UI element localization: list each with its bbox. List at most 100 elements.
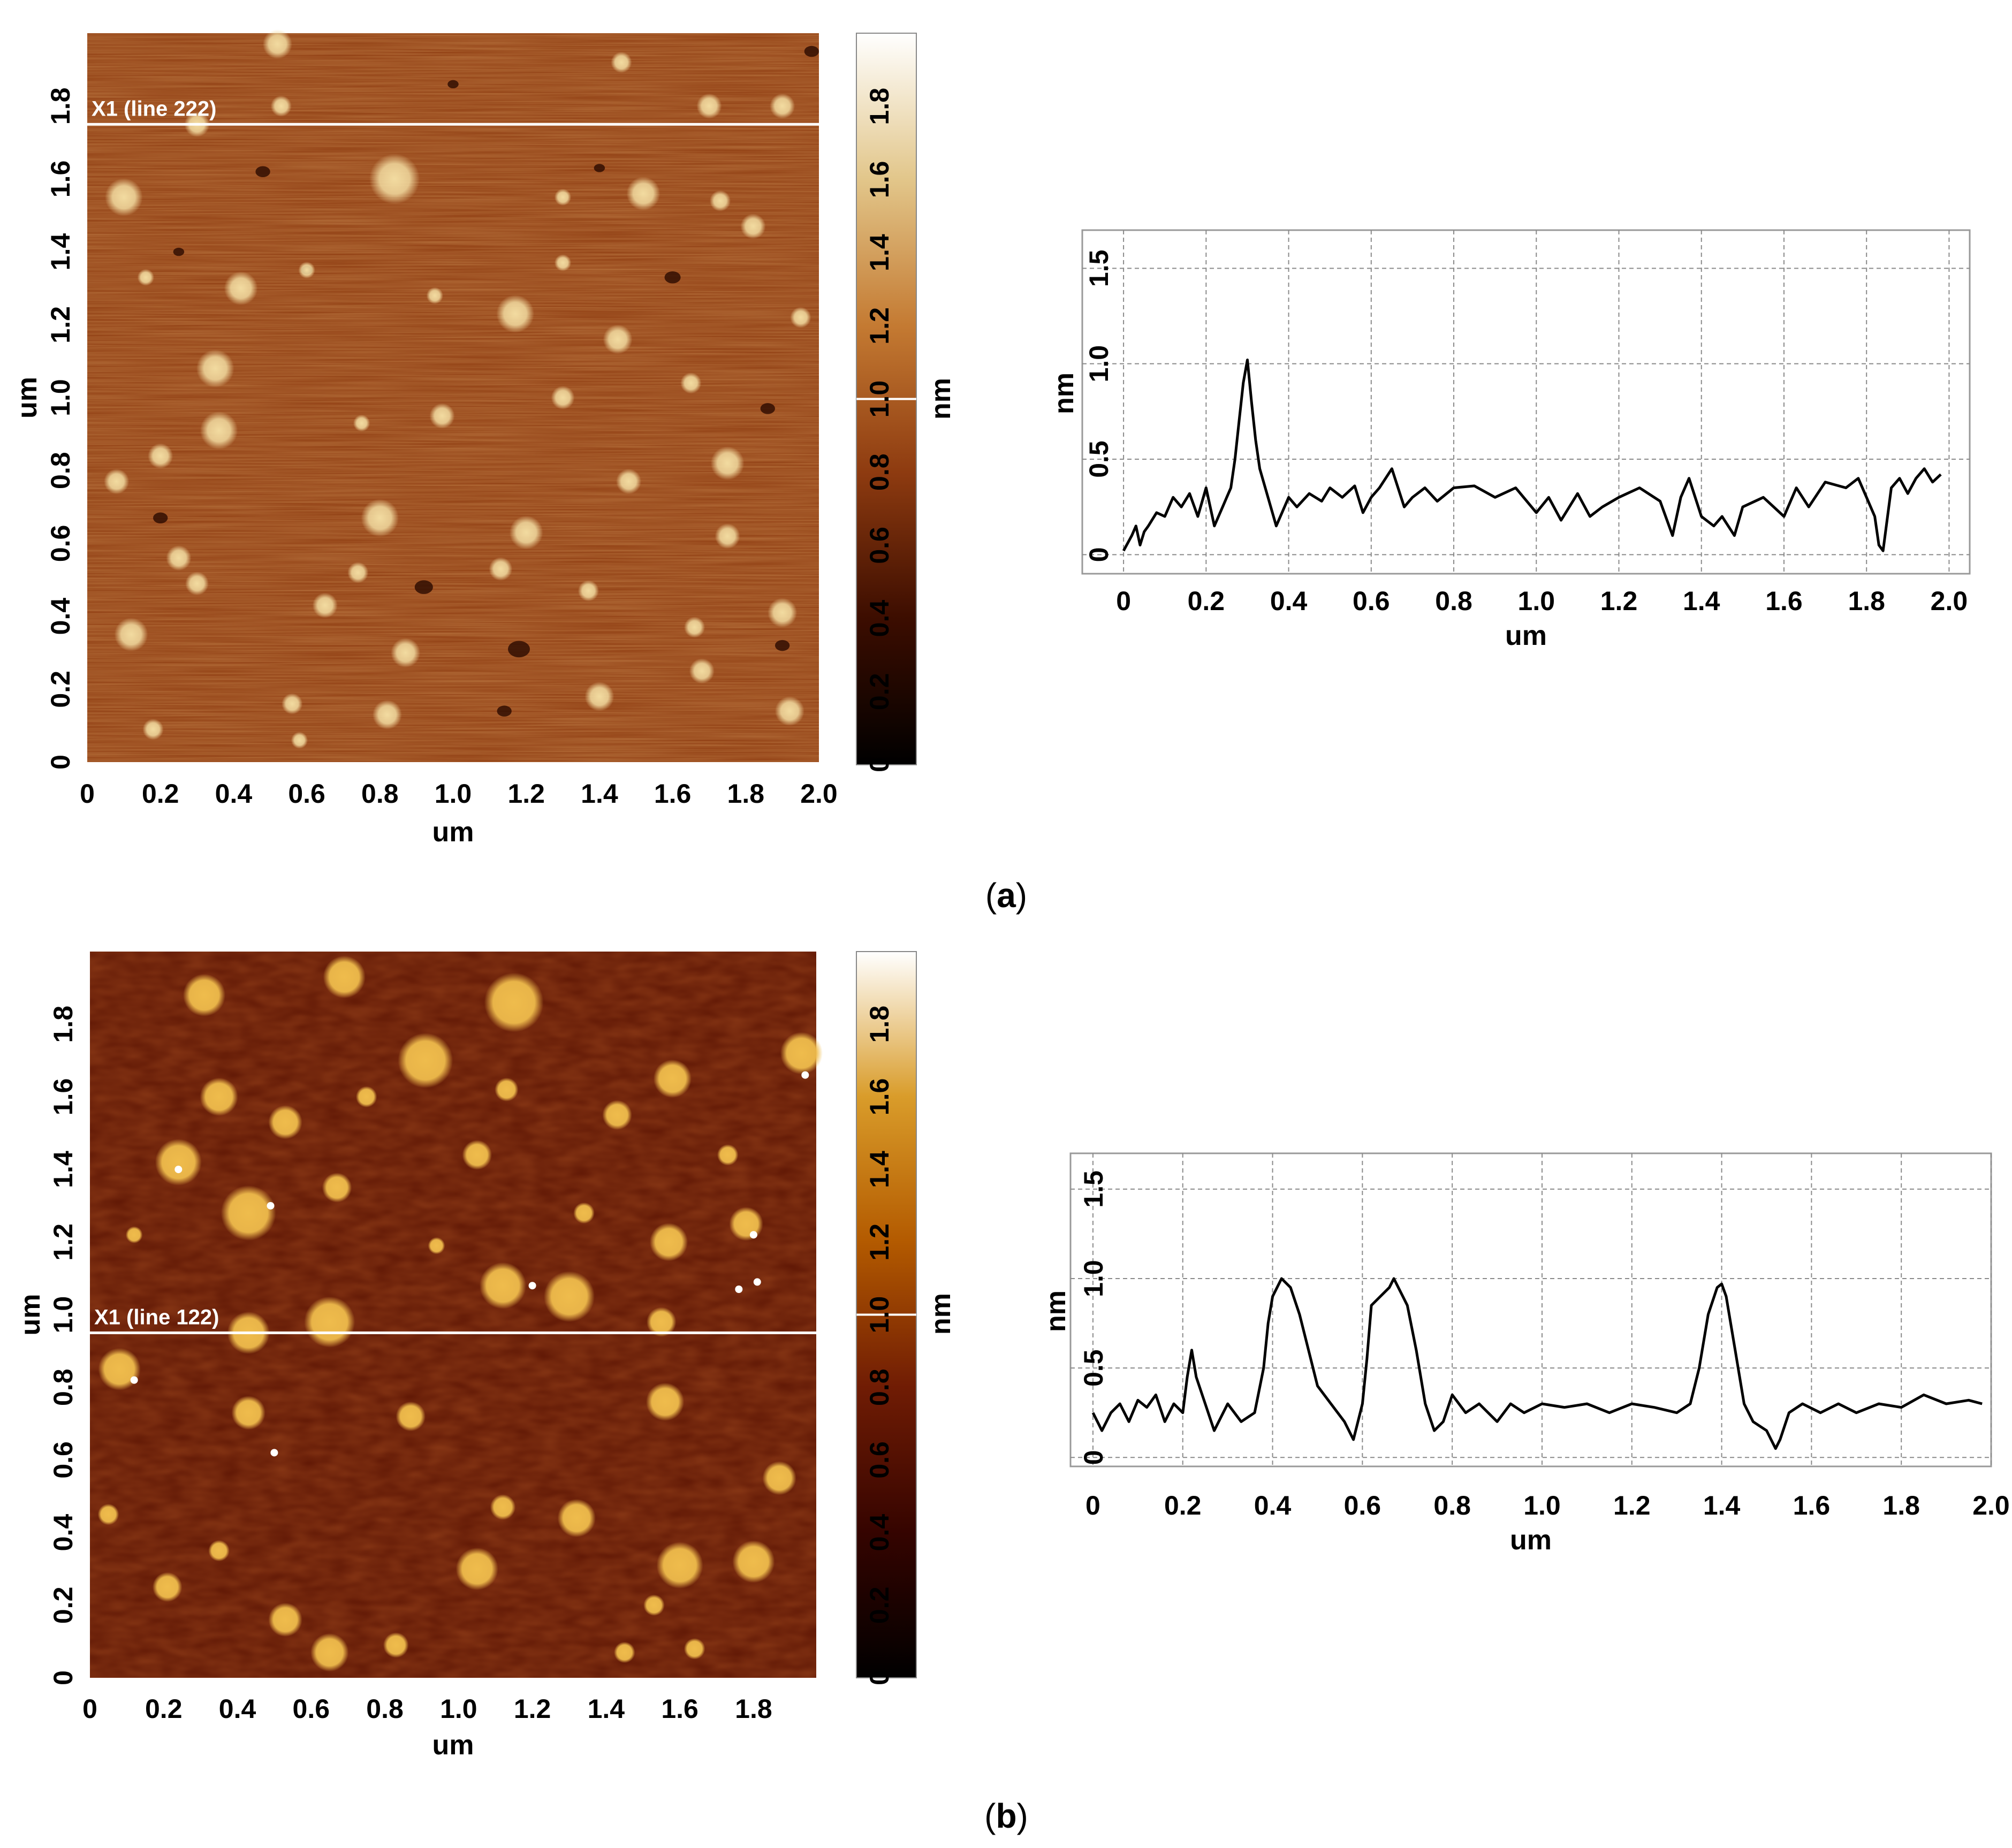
afm-particle (646, 1307, 677, 1337)
profile-x-tick-label: 1.6 (1793, 1490, 1831, 1520)
color-scale-tick-label: 1.4 (864, 234, 894, 271)
color-scale-tick-label: 0.4 (864, 1514, 894, 1552)
afm-x-tick-label: 1.8 (727, 779, 765, 809)
afm-particle (196, 349, 234, 387)
profile-y-axis-title: nm (1049, 372, 1080, 414)
afm-bright-spot (735, 1286, 743, 1294)
afm-particle (97, 1503, 119, 1525)
profile-x-tick-label: 1.0 (1523, 1490, 1561, 1520)
color-scale-tick-label: 0.6 (864, 527, 894, 564)
afm-y-tick-label: 1.2 (48, 1223, 78, 1261)
afm-particle (653, 1059, 692, 1098)
color-scale-tick-label: 1.6 (864, 161, 894, 199)
afm-pit (497, 705, 512, 717)
profile-x-axis-title: um (1510, 1525, 1552, 1556)
profile-y-tick-label: 1.0 (1079, 1260, 1109, 1297)
panel-b-height-profile: 0 0.2 0.4 0.6 0.8 1.0 1.2 1.4 1.6 1.8 2.0 um 0 0.5 1.0… (1041, 1152, 2010, 1556)
panel-a: X1 (line 222) 0 0.2 0.4 0.6 0.8 1.0 1.2 1.4 1.6 1.… (12, 29, 1971, 848)
afm-particle (684, 617, 705, 638)
color-scale-tick-label: 1.0 (864, 381, 894, 418)
color-scale-tick-label: 1.4 (864, 1151, 894, 1188)
afm-particle (573, 1202, 595, 1224)
profile-x-tick-label: 0.2 (1188, 586, 1225, 616)
afm-bright-spot (528, 1282, 536, 1290)
panel-a-height-profile: 0 0.2 0.4 0.6 0.8 1.0 1.2 1.4 1.6 1.8 2.0 um 0 0.5 1.0… (1049, 229, 1971, 651)
profile-x-tick-label: 0.6 (1344, 1490, 1381, 1520)
afm-x-tick-label: 0.6 (293, 1694, 330, 1724)
profile-x-tick-label: 1.2 (1613, 1490, 1651, 1520)
afm-x-tick-label: 0.2 (145, 1694, 183, 1724)
profile-frame (1081, 229, 1971, 575)
afm-bright-spot (801, 1071, 809, 1079)
afm-particle (353, 414, 370, 432)
afm-particle (372, 699, 402, 729)
afm-y-tick-label: 1.8 (45, 87, 75, 125)
profile-y-tick-label: 1.5 (1079, 1170, 1109, 1208)
profile-series-line (1122, 359, 1942, 552)
afm-x-tick-label: 1.8 (735, 1694, 772, 1724)
profile-x-tick-label: 0.8 (1433, 1490, 1471, 1520)
afm-particle (304, 1296, 355, 1348)
afm-particle (602, 1100, 632, 1130)
afm-particle (268, 1105, 302, 1139)
afm-x-tick-label: 1.4 (588, 1694, 625, 1724)
profile-x-axis-title: um (1505, 620, 1547, 651)
afm-particle (729, 1207, 763, 1241)
afm-particle (509, 515, 543, 550)
afm-particle (495, 1077, 519, 1102)
afm-particle (104, 178, 143, 216)
afm-y-tick-label: 0.6 (45, 525, 75, 562)
afm-particle (489, 557, 513, 581)
panel-b-caption-letter: b (996, 1797, 1016, 1835)
afm-particle (142, 719, 164, 740)
afm-particle (680, 372, 702, 394)
afm-y-tick-label: 1.0 (45, 379, 75, 416)
afm-x-tick-label: 2.0 (800, 779, 838, 809)
panel-b: X1 (line 122) 0 0.2 0.4 0.6 0.8 1.0 1.2 1.4 1.6 1.… (15, 951, 2010, 1761)
profile-y-tick-label: 1.5 (1084, 250, 1114, 287)
afm-y-tick-label: 0.8 (45, 452, 75, 489)
afm-particle (616, 469, 642, 495)
profile-series-line (1091, 1277, 1983, 1450)
color-scale-tick-label: 0.2 (864, 1587, 894, 1624)
afm-particle (649, 1223, 688, 1261)
afm-y-axis-title: um (15, 1294, 46, 1336)
afm-particle (224, 271, 258, 306)
afm-particle (208, 1540, 230, 1562)
color-scale-tick-label: 0 (864, 1670, 894, 1685)
panel-a-caption-letter: a (997, 876, 1016, 915)
afm-particle (496, 294, 535, 333)
afm-particle (490, 1494, 516, 1520)
profile-x-tick-label: 0 (1085, 1490, 1100, 1520)
afm-x-tick-label: 1.2 (507, 779, 545, 809)
afm-particle (614, 1641, 635, 1663)
afm-x-tick-label: 1.6 (654, 779, 692, 809)
afm-pit (594, 164, 605, 172)
afm-pit (664, 271, 681, 284)
afm-bright-spot (267, 1201, 275, 1210)
afm-y-tick-label: 1.0 (48, 1296, 78, 1334)
afm-particle (428, 1237, 445, 1254)
afm-x-axis-title: um (432, 1730, 474, 1761)
afm-y-tick-label: 0.2 (45, 671, 75, 708)
color-scale-tick-label: 1.6 (864, 1078, 894, 1116)
afm-particle (322, 1173, 352, 1203)
afm-pit (173, 247, 185, 256)
afm-particle (262, 29, 292, 59)
panel-a-afm-image: X1 (line 222) (87, 29, 819, 762)
afm-bright-spot (130, 1376, 138, 1384)
afm-particle (584, 681, 614, 711)
color-scale-unit-label: nm (925, 1293, 956, 1335)
afm-particle (310, 1633, 349, 1672)
afm-y-tick-label: 0.6 (48, 1441, 78, 1479)
afm-particle (155, 1138, 202, 1186)
afm-particle (696, 93, 722, 119)
afm-particle (355, 1086, 377, 1108)
color-scale-tick-label: 1.0 (864, 1296, 894, 1334)
afm-particle (578, 580, 599, 602)
color-scale-tick-label: 1.8 (864, 1006, 894, 1043)
afm-y-tick-label: 0 (48, 1670, 78, 1685)
afm-particle (200, 411, 238, 450)
panel-b-caption: (b) (984, 1797, 1028, 1835)
afm-bright-spot (749, 1231, 757, 1239)
